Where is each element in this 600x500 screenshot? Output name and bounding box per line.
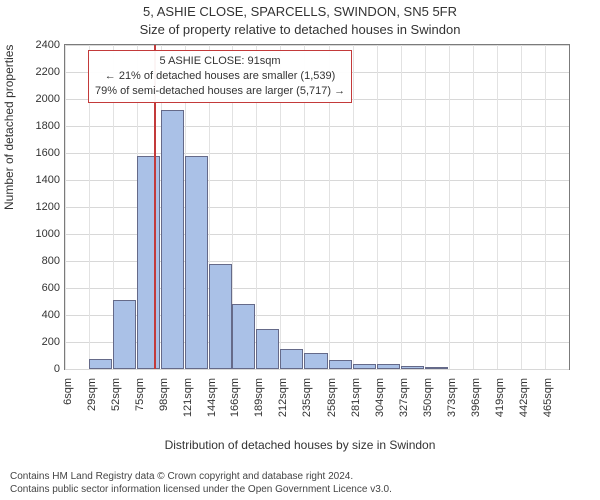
x-tick-label: 304sqm (374, 378, 386, 438)
gridline-v (401, 45, 402, 369)
chart-subtitle: Size of property relative to detached ho… (0, 22, 600, 37)
y-tick-label: 1200 (6, 201, 60, 213)
x-tick-label: 75sqm (134, 378, 146, 438)
gridline-v (473, 45, 474, 369)
x-tick-label: 166sqm (229, 378, 241, 438)
x-tick-label: 98sqm (158, 378, 170, 438)
x-axis-label: Distribution of detached houses by size … (0, 438, 600, 452)
gridline-h (65, 126, 569, 127)
x-tick-label: 144sqm (206, 378, 218, 438)
footer-line1: Contains HM Land Registry data © Crown c… (10, 470, 590, 483)
footer: Contains HM Land Registry data © Crown c… (10, 470, 590, 496)
gridline-v (521, 45, 522, 369)
x-tick-label: 396sqm (470, 378, 482, 438)
x-tick-label: 52sqm (110, 378, 122, 438)
histogram-bar (353, 364, 376, 369)
x-tick-label: 189sqm (253, 378, 265, 438)
gridline-v (425, 45, 426, 369)
annotation-line1: 5 ASHIE CLOSE: 91sqm (95, 54, 345, 69)
x-tick-label: 235sqm (301, 378, 313, 438)
x-tick-label: 419sqm (494, 378, 506, 438)
gridline-v (65, 45, 66, 369)
histogram-bar (256, 329, 279, 370)
histogram-bar (401, 366, 424, 369)
x-tick-label: 121sqm (182, 378, 194, 438)
y-tick-label: 2400 (6, 39, 60, 51)
x-tick-label: 212sqm (277, 378, 289, 438)
y-tick-label: 0 (6, 363, 60, 375)
histogram-bar (425, 367, 448, 369)
footer-line2: Contains public sector information licen… (10, 483, 590, 496)
histogram-bar (209, 264, 232, 369)
y-tick-label: 1000 (6, 228, 60, 240)
histogram-bar (280, 349, 303, 369)
x-tick-label: 373sqm (446, 378, 458, 438)
gridline-v (545, 45, 546, 369)
gridline-v (377, 45, 378, 369)
gridline-h (65, 369, 569, 370)
histogram-bar (89, 359, 112, 369)
gridline-v (497, 45, 498, 369)
histogram-bar (304, 353, 327, 369)
gridline-h (65, 45, 569, 46)
histogram-bar (377, 364, 400, 369)
histogram-bar (185, 156, 208, 369)
annotation-box: 5 ASHIE CLOSE: 91sqm ← 21% of detached h… (88, 50, 352, 103)
x-tick-label: 465sqm (542, 378, 554, 438)
x-tick-label: 6sqm (62, 378, 74, 438)
histogram-bar (232, 304, 255, 369)
y-tick-label: 400 (6, 309, 60, 321)
chart-title: 5, ASHIE CLOSE, SPARCELLS, SWINDON, SN5 … (0, 4, 600, 19)
y-tick-label: 1800 (6, 120, 60, 132)
y-tick-label: 800 (6, 255, 60, 267)
x-tick-label: 327sqm (398, 378, 410, 438)
x-tick-label: 281sqm (350, 378, 362, 438)
y-tick-label: 2000 (6, 93, 60, 105)
gridline-v (353, 45, 354, 369)
histogram-bar (161, 110, 184, 369)
histogram-bar (137, 156, 160, 369)
histogram-bar (113, 300, 136, 369)
annotation-line3: 79% of semi-detached houses are larger (… (95, 84, 345, 99)
x-tick-label: 442sqm (518, 378, 530, 438)
y-tick-label: 1400 (6, 174, 60, 186)
x-tick-label: 350sqm (422, 378, 434, 438)
y-tick-label: 2200 (6, 66, 60, 78)
x-tick-label: 29sqm (86, 378, 98, 438)
gridline-h (65, 153, 569, 154)
histogram-bar (329, 360, 352, 369)
y-tick-label: 200 (6, 336, 60, 348)
y-tick-label: 600 (6, 282, 60, 294)
gridline-v (449, 45, 450, 369)
x-tick-label: 258sqm (326, 378, 338, 438)
annotation-line2: ← 21% of detached houses are smaller (1,… (95, 69, 345, 84)
y-tick-label: 1600 (6, 147, 60, 159)
